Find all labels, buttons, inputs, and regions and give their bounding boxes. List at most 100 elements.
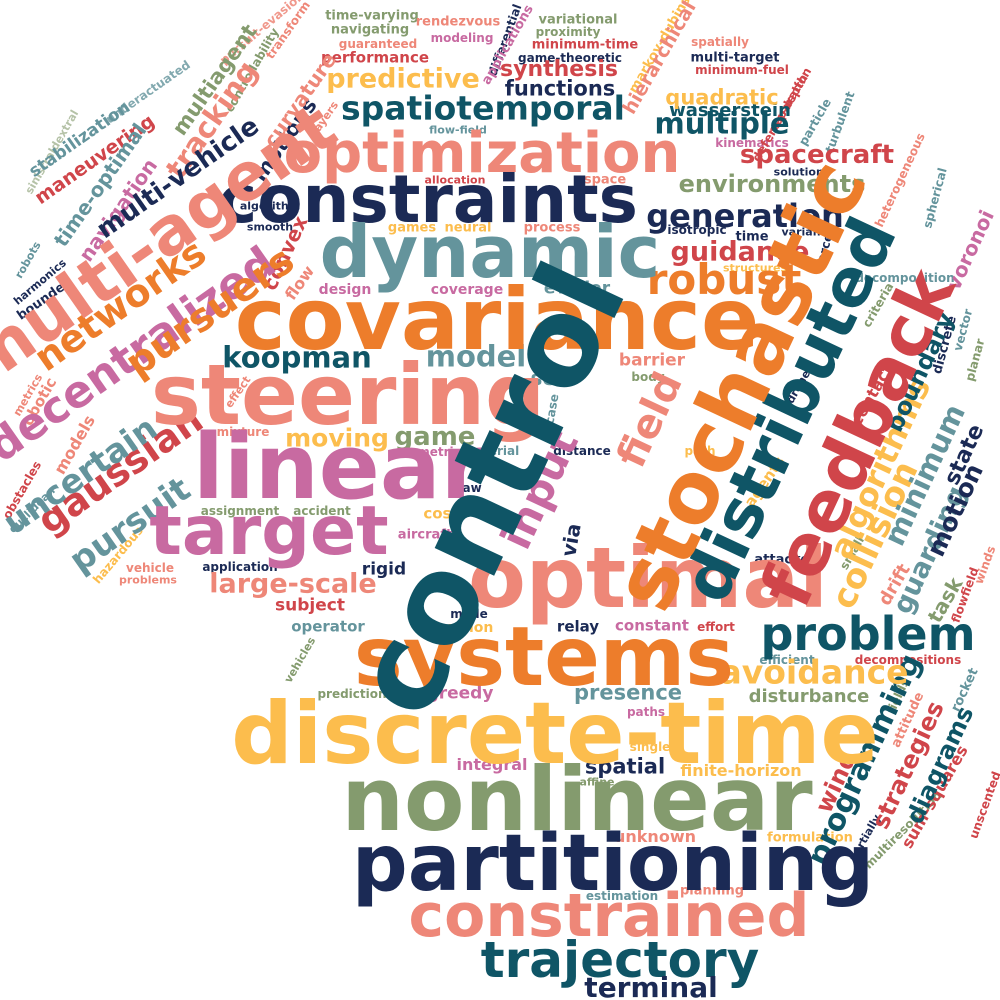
word-navigating: navigating bbox=[330, 22, 410, 38]
word-body: body bbox=[631, 370, 665, 384]
word-mode: mode bbox=[450, 607, 488, 621]
word-multiple: multiple bbox=[654, 106, 790, 141]
word-minimum-time: minimum-time bbox=[531, 37, 639, 53]
word-space: space bbox=[583, 172, 627, 188]
word-modeling: modeling bbox=[430, 31, 494, 45]
word-functions: functions bbox=[504, 76, 616, 101]
word-predictive: predictive bbox=[326, 63, 480, 95]
word-trajectory: trajectory bbox=[480, 931, 760, 989]
word-planar: planar bbox=[962, 337, 988, 383]
word-optimization: optimization bbox=[283, 121, 681, 186]
word-evasion: evasion bbox=[432, 620, 494, 636]
word-planning: planning bbox=[679, 883, 745, 899]
word-constrained: constrained bbox=[408, 881, 810, 951]
word-spatiotemporal: spatiotemporal bbox=[341, 88, 625, 128]
word-isotropic: isotropic bbox=[667, 223, 727, 237]
word-problems: problems bbox=[119, 573, 177, 587]
word-voronoi: voronoi bbox=[941, 206, 999, 294]
word-mixture: mixture bbox=[216, 425, 270, 439]
word-solutions: solutions bbox=[773, 165, 831, 179]
word-guaranteed: guaranteed bbox=[338, 37, 418, 51]
word-finite-horizon: finite-horizon bbox=[680, 761, 802, 780]
word-vehicles: vehicles bbox=[281, 634, 319, 686]
word-time: time bbox=[735, 229, 769, 245]
word-path: path bbox=[684, 444, 716, 458]
word-coverage: coverage bbox=[430, 282, 504, 298]
word-steering: steering bbox=[150, 346, 546, 444]
word-large-scale: large-scale bbox=[209, 568, 377, 600]
word-variance: variance bbox=[781, 225, 835, 239]
word-terminal: terminal bbox=[584, 971, 718, 1000]
word-formulation: formulation bbox=[767, 830, 853, 846]
word-model: model bbox=[425, 339, 527, 374]
word-allocation: allocation bbox=[424, 173, 486, 187]
word-presence: presence bbox=[573, 680, 683, 705]
word-proximity: proximity bbox=[535, 25, 601, 39]
word-robust: robust bbox=[646, 255, 802, 304]
word-metric: metric bbox=[417, 445, 461, 459]
word-application: application bbox=[202, 560, 278, 574]
word-set: set bbox=[530, 366, 566, 390]
word-games: games bbox=[387, 220, 437, 236]
word-optimal: optimal bbox=[468, 529, 828, 627]
word-greedy: greedy bbox=[426, 683, 494, 704]
word-quadratic: quadratic bbox=[665, 85, 779, 110]
word-efficient: efficient bbox=[759, 653, 815, 667]
word-vehicle: vehicle bbox=[126, 561, 174, 575]
word-wasserstein: wasserstein bbox=[669, 100, 791, 121]
word-evader: evader bbox=[543, 278, 611, 299]
word-assignment: assignment bbox=[200, 504, 280, 518]
word-distance: distance bbox=[553, 444, 611, 458]
word-flow-field: flow-field bbox=[429, 123, 487, 137]
word-integral: integral bbox=[456, 755, 528, 774]
word-environments: environments bbox=[678, 170, 866, 198]
word-unknown: unknown bbox=[614, 827, 696, 846]
word-effort: effort bbox=[697, 620, 735, 634]
word-decomposition: decomposition bbox=[855, 271, 955, 285]
word-subject: subject bbox=[275, 595, 345, 616]
word-single: single bbox=[629, 740, 671, 754]
word-partitioning: partitioning bbox=[351, 819, 875, 909]
word-relay: relay bbox=[556, 617, 600, 636]
word-accident: accident bbox=[293, 504, 351, 518]
word-decompositions: decompositions bbox=[854, 653, 962, 667]
word-spatially: spatially bbox=[691, 35, 749, 49]
word-prediction: prediction bbox=[317, 687, 387, 701]
word-disturbance: disturbance bbox=[748, 686, 870, 707]
word-attacker: attacker bbox=[754, 552, 816, 568]
word-kinematics: kinematics bbox=[715, 136, 789, 150]
word-minimum-fuel: minimum-fuel bbox=[695, 63, 789, 77]
word-neural: neural bbox=[444, 220, 492, 236]
word-synthesis: synthesis bbox=[500, 57, 618, 82]
word-performance: performance bbox=[320, 48, 430, 67]
word-avoidance: avoidance bbox=[719, 652, 909, 692]
word-linear: linear bbox=[193, 415, 485, 520]
word-estimation: estimation bbox=[585, 889, 659, 903]
word-design: design bbox=[318, 282, 372, 298]
word-spacecraft: spacecraft bbox=[739, 140, 895, 170]
word-guidance: guidance bbox=[670, 236, 810, 268]
word-koopman: koopman bbox=[222, 340, 372, 375]
word-winds: winds bbox=[971, 544, 999, 586]
word-target: target bbox=[149, 492, 389, 571]
word-game: game bbox=[394, 422, 476, 452]
word-constraints: constraints bbox=[218, 161, 638, 238]
word-constant: constant bbox=[615, 616, 689, 635]
word-problem: problem bbox=[760, 607, 976, 661]
word-variational: variational bbox=[538, 12, 618, 28]
word-spherical: spherical bbox=[920, 166, 950, 230]
word-spatial: spatial bbox=[584, 754, 666, 779]
word-covariance: covariance bbox=[234, 270, 760, 370]
word-multi-target: multi-target bbox=[690, 50, 780, 66]
word-cost: cost bbox=[423, 504, 459, 523]
word-discrete-time: discrete-time bbox=[231, 684, 879, 784]
word-smooth: smooth bbox=[246, 220, 294, 234]
word-structures: structures bbox=[722, 261, 788, 275]
word-process: process bbox=[523, 220, 581, 236]
word-dynamic: dynamic bbox=[319, 210, 661, 294]
word-time-varying: time-varying bbox=[325, 8, 419, 24]
word-systems: systems bbox=[353, 610, 735, 705]
word-algorithm: algorithm bbox=[239, 199, 301, 213]
word-moving: moving bbox=[285, 423, 389, 453]
